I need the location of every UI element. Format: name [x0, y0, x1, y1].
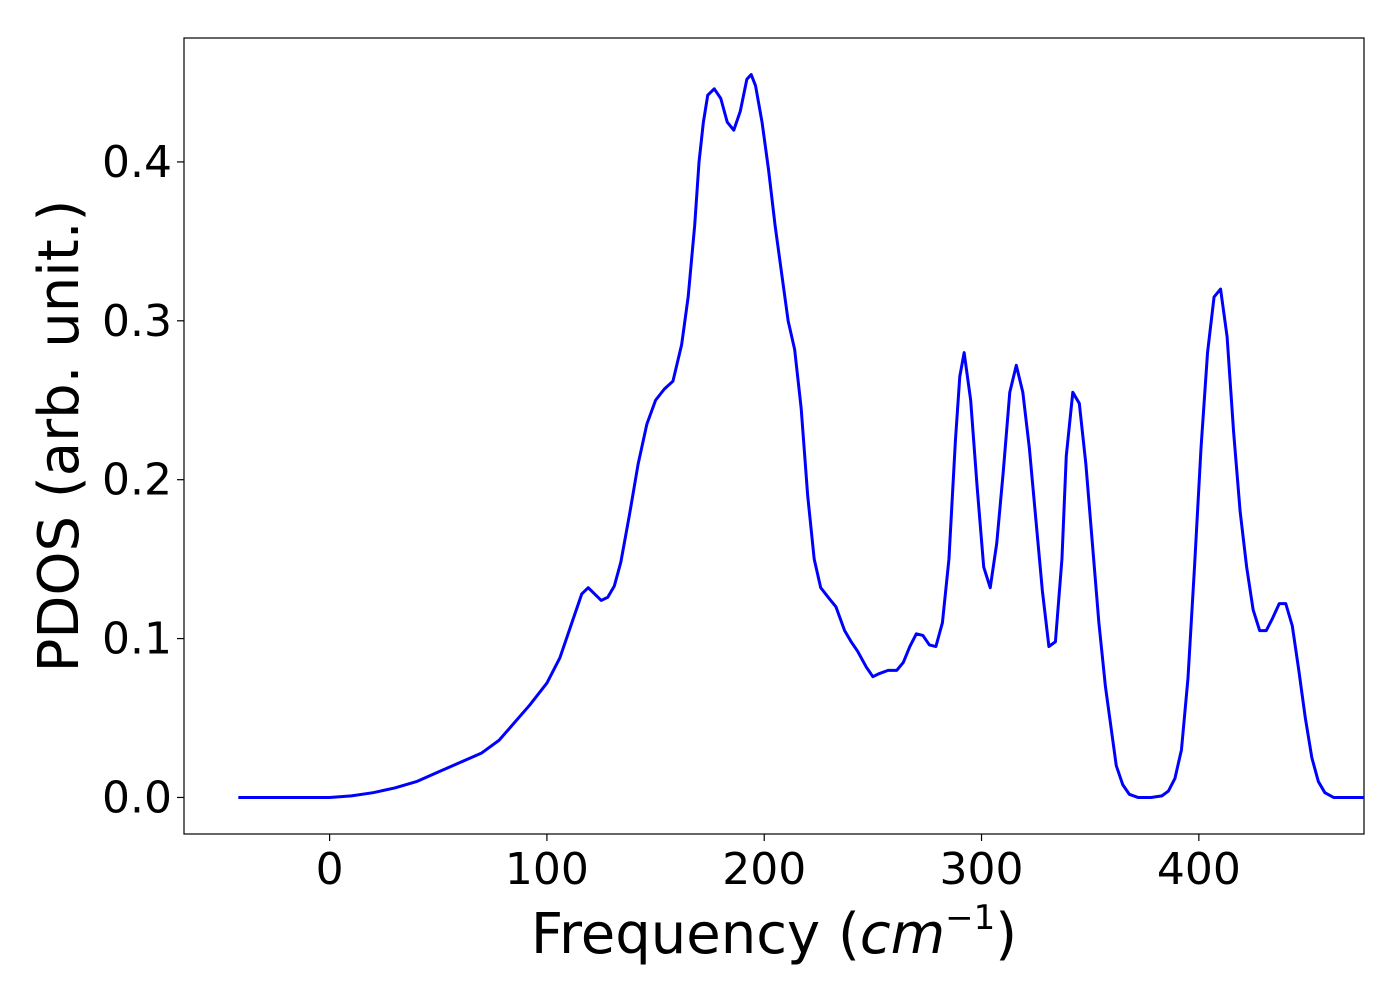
y-axis-label: PDOS (arb. unit.)	[27, 200, 92, 673]
x-axis-ticks: 0 100 200 300 400	[316, 834, 1241, 895]
pdos-series-line	[238, 73, 1364, 799]
y-tick-label: 0.2	[102, 455, 172, 506]
y-tick-label: 0.4	[102, 137, 172, 188]
y-axis-ticks: 0.0 0.1 0.2 0.3 0.4	[102, 137, 184, 823]
x-axis-unit-base: cm	[860, 902, 945, 967]
x-tick-label: 100	[505, 844, 589, 895]
y-tick-label: 0.0	[102, 772, 172, 823]
y-tick-label: 0.3	[102, 296, 172, 347]
x-tick-label: 200	[722, 844, 806, 895]
x-tick-label: 300	[940, 844, 1024, 895]
x-tick-label: 400	[1157, 844, 1241, 895]
plot-area-frame	[183, 37, 1365, 835]
x-axis-label: Frequency (cm−1)	[531, 898, 1017, 967]
x-axis-unit-exponent: −1	[945, 898, 995, 938]
y-tick-label: 0.1	[102, 614, 172, 665]
series-layer	[238, 73, 1364, 799]
x-axis-label-text: Frequency	[531, 902, 820, 967]
x-tick-label: 0	[316, 844, 344, 895]
